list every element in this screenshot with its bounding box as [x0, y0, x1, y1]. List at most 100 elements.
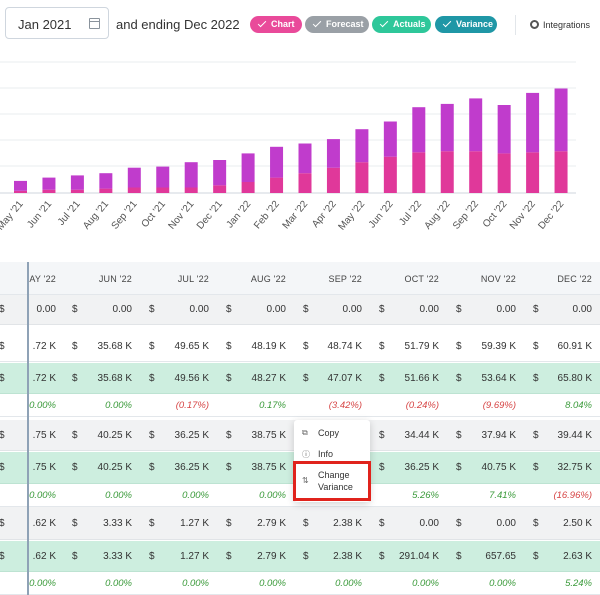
- menu-item-change-variance[interactable]: ⇅ Change Variance: [294, 468, 370, 496]
- value-cell[interactable]: $49.65 K: [149, 332, 209, 361]
- variance-cell[interactable]: 0.00%: [105, 578, 132, 589]
- bar-segment-base[interactable]: [241, 182, 255, 193]
- variance-cell[interactable]: (0.24%): [405, 400, 439, 411]
- variance-cell[interactable]: 0.00%: [182, 578, 209, 589]
- toggle-chart[interactable]: Chart: [250, 16, 302, 33]
- bar-segment-top[interactable]: [42, 177, 56, 190]
- column-header[interactable]: JUL '22: [177, 273, 209, 284]
- bar-segment-base[interactable]: [213, 185, 227, 193]
- variance-cell[interactable]: 0.17%: [259, 400, 286, 411]
- bar-segment-base[interactable]: [497, 153, 511, 193]
- bar-segment-base[interactable]: [355, 162, 369, 193]
- column-header[interactable]: SEP '22: [328, 273, 362, 284]
- value-cell[interactable]: $38.75 K: [226, 452, 286, 483]
- value-cell[interactable]: $ .75 K: [0, 420, 56, 450]
- value-cell[interactable]: $3.33 K: [72, 541, 132, 571]
- bar-segment-top[interactable]: [440, 103, 454, 152]
- bar-segment-top[interactable]: [383, 121, 397, 157]
- bar-segment-base[interactable]: [554, 151, 568, 193]
- value-cell[interactable]: $ .75 K: [0, 452, 56, 483]
- variance-cell[interactable]: 0.00%: [182, 490, 209, 501]
- value-cell[interactable]: $40.75 K: [456, 452, 516, 483]
- variance-cell[interactable]: 0.00%: [489, 578, 516, 589]
- value-cell[interactable]: $2.38 K: [303, 541, 362, 571]
- bar-segment-base[interactable]: [127, 187, 141, 194]
- value-cell[interactable]: $48.74 K: [303, 332, 362, 361]
- menu-item-info[interactable]: ⓘ Info: [294, 447, 370, 463]
- variance-cell[interactable]: 0.00%: [29, 400, 56, 411]
- bar-segment-top[interactable]: [469, 98, 483, 152]
- value-cell[interactable]: $0.00: [379, 295, 439, 324]
- start-date-picker[interactable]: Jan 2021: [5, 7, 109, 39]
- toggle-forecast[interactable]: Forecast: [305, 16, 369, 33]
- integrations-button[interactable]: Integrations: [530, 20, 590, 30]
- column-resize-handle[interactable]: [27, 262, 29, 595]
- value-cell[interactable]: $2.79 K: [226, 541, 286, 571]
- variance-cell[interactable]: 0.00%: [412, 578, 439, 589]
- value-cell[interactable]: $0.00: [0, 295, 56, 324]
- variance-cell[interactable]: 0.00%: [29, 578, 56, 589]
- menu-item-copy[interactable]: ⧉ Copy: [294, 426, 370, 442]
- variance-cell[interactable]: 0.00%: [29, 490, 56, 501]
- column-header[interactable]: AY '22: [29, 273, 56, 284]
- bar-segment-top[interactable]: [213, 160, 227, 186]
- bar-segment-base[interactable]: [270, 177, 284, 193]
- column-header[interactable]: JUN '22: [98, 273, 132, 284]
- value-cell[interactable]: $36.25 K: [149, 452, 209, 483]
- value-cell[interactable]: $49.56 K: [149, 363, 209, 393]
- variance-cell[interactable]: 7.41%: [489, 490, 516, 501]
- toggle-variance[interactable]: Variance: [435, 16, 497, 33]
- value-cell[interactable]: $34.44 K: [379, 420, 439, 450]
- value-cell[interactable]: $40.25 K: [72, 452, 132, 483]
- bar-segment-top[interactable]: [270, 146, 284, 178]
- bar-segment-top[interactable]: [298, 143, 312, 174]
- value-cell[interactable]: $0.00: [456, 507, 516, 539]
- bar-segment-base[interactable]: [298, 173, 312, 193]
- variance-cell[interactable]: (0.17%): [175, 400, 209, 411]
- value-cell[interactable]: $2.63 K: [533, 541, 592, 571]
- bar-segment-top[interactable]: [355, 129, 369, 163]
- value-cell[interactable]: $60.91 K: [533, 332, 592, 361]
- bar-segment-top[interactable]: [70, 175, 84, 190]
- value-cell[interactable]: $65.80 K: [533, 363, 592, 393]
- bar-segment-base[interactable]: [156, 187, 170, 194]
- value-cell[interactable]: $291.04 K: [379, 541, 439, 571]
- bar-segment-base[interactable]: [326, 167, 340, 193]
- value-cell[interactable]: $37.94 K: [456, 420, 516, 450]
- bar-segment-base[interactable]: [412, 152, 426, 193]
- value-cell[interactable]: $48.27 K: [226, 363, 286, 393]
- value-cell[interactable]: $59.39 K: [456, 332, 516, 361]
- value-cell[interactable]: $35.68 K: [72, 332, 132, 361]
- bar-segment-top[interactable]: [99, 173, 113, 189]
- variance-cell[interactable]: (16.96%): [553, 490, 592, 501]
- bar-segment-base[interactable]: [99, 188, 113, 193]
- value-cell[interactable]: $ .62 K: [0, 507, 56, 539]
- bar-segment-base[interactable]: [469, 151, 483, 193]
- bar-segment-top[interactable]: [127, 167, 141, 188]
- bar-segment-base[interactable]: [440, 151, 454, 193]
- value-cell[interactable]: $36.25 K: [379, 452, 439, 483]
- value-cell[interactable]: $ .62 K: [0, 541, 56, 571]
- bar-segment-top[interactable]: [412, 107, 426, 153]
- value-cell[interactable]: $1.27 K: [149, 507, 209, 539]
- bar-segment-top[interactable]: [184, 162, 198, 188]
- value-cell[interactable]: $39.44 K: [533, 420, 592, 450]
- value-cell[interactable]: $2.79 K: [226, 507, 286, 539]
- variance-cell[interactable]: 8.04%: [565, 400, 592, 411]
- value-cell[interactable]: $3.33 K: [72, 507, 132, 539]
- value-cell[interactable]: $47.07 K: [303, 363, 362, 393]
- calendar-icon[interactable]: [89, 18, 100, 29]
- column-header[interactable]: OCT '22: [404, 273, 439, 284]
- value-cell[interactable]: $32.75 K: [533, 452, 592, 483]
- value-cell[interactable]: $ .72 K: [0, 363, 56, 393]
- column-header[interactable]: NOV '22: [480, 273, 516, 284]
- variance-cell[interactable]: 5.26%: [412, 490, 439, 501]
- value-cell[interactable]: $2.50 K: [533, 507, 592, 539]
- toggle-actuals[interactable]: Actuals: [372, 16, 431, 33]
- bar-segment-base[interactable]: [184, 187, 198, 194]
- value-cell[interactable]: $35.68 K: [72, 363, 132, 393]
- value-cell[interactable]: $48.19 K: [226, 332, 286, 361]
- value-cell[interactable]: $40.25 K: [72, 420, 132, 450]
- bar-segment-top[interactable]: [14, 180, 27, 191]
- value-cell[interactable]: $0.00: [533, 295, 592, 324]
